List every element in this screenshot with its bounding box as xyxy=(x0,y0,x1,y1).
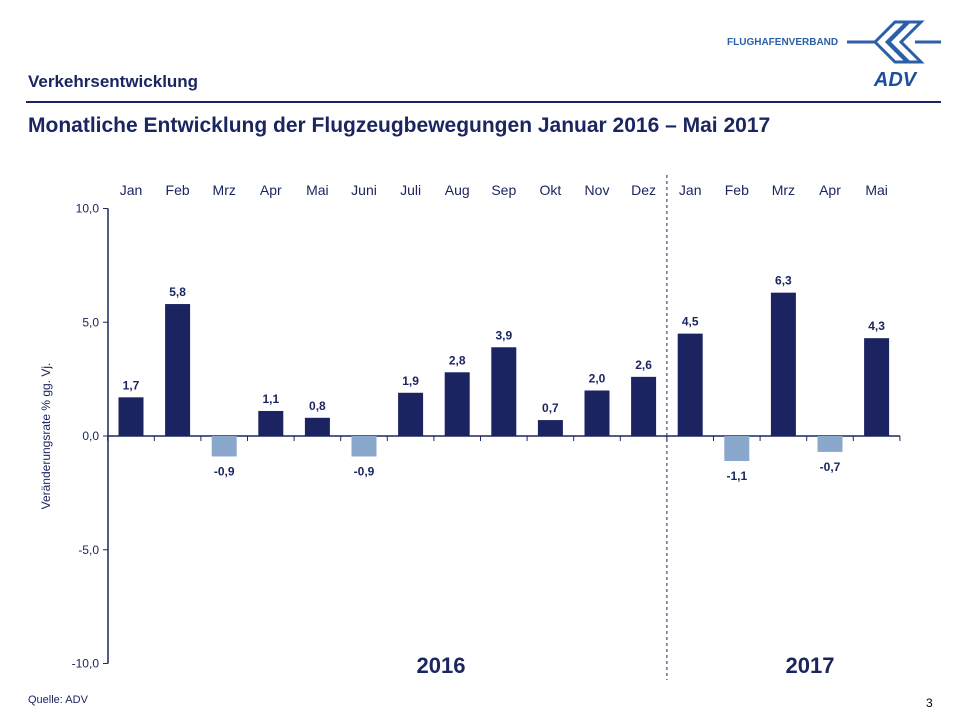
data-label: -0,9 xyxy=(214,464,235,478)
y-tick-label: 5,0 xyxy=(82,315,99,329)
data-label: 6,3 xyxy=(775,274,792,288)
month-label: Juli xyxy=(400,182,421,198)
bar xyxy=(118,397,144,436)
month-label: Feb xyxy=(725,182,749,198)
data-label: 1,7 xyxy=(123,378,140,392)
month-label: Okt xyxy=(540,182,562,198)
month-label: Feb xyxy=(166,182,190,198)
adv-logo: ADV xyxy=(847,20,941,90)
header-divider xyxy=(26,101,941,103)
bar xyxy=(444,372,470,436)
month-label: Jan xyxy=(679,182,702,198)
section-title: Verkehrsentwicklung xyxy=(28,72,199,91)
bar xyxy=(398,392,424,436)
month-label: Nov xyxy=(585,182,610,198)
month-label: Juni xyxy=(351,182,377,198)
y-axis-label: Veränderungsrate % gg. Vj. xyxy=(39,363,53,510)
year-label: 2017 xyxy=(786,653,835,678)
bar xyxy=(817,436,843,452)
data-label: 4,3 xyxy=(868,319,885,333)
month-label: Jan xyxy=(120,182,143,198)
bar xyxy=(584,390,610,436)
y-tick-label: -5,0 xyxy=(78,543,99,557)
svg-text:ADV: ADV xyxy=(873,69,918,90)
data-label: 0,7 xyxy=(542,401,559,415)
data-label: 2,8 xyxy=(449,353,466,367)
bar xyxy=(491,347,517,436)
month-label: Aug xyxy=(445,182,470,198)
bar xyxy=(631,376,657,436)
data-label: 1,1 xyxy=(262,392,279,406)
bar xyxy=(537,420,563,436)
month-label: Sep xyxy=(491,182,516,198)
data-label: -1,1 xyxy=(726,469,747,483)
month-label: Mrz xyxy=(772,182,795,198)
bar xyxy=(864,338,890,436)
data-label: 5,8 xyxy=(169,285,186,299)
month-label: Mrz xyxy=(213,182,236,198)
month-label: Dez xyxy=(631,182,656,198)
page-number: 3 xyxy=(926,696,933,710)
year-label: 2016 xyxy=(417,653,466,678)
bar xyxy=(211,436,237,457)
bar xyxy=(258,410,284,436)
bar xyxy=(677,333,703,436)
bar xyxy=(165,304,191,436)
data-label: 2,0 xyxy=(589,372,606,386)
data-label: 1,9 xyxy=(402,374,419,388)
bar xyxy=(724,436,750,462)
bar xyxy=(351,436,377,457)
bar xyxy=(304,417,330,436)
month-label: Apr xyxy=(819,182,841,198)
month-label: Mai xyxy=(865,182,888,198)
data-label: -0,7 xyxy=(820,460,841,474)
data-label: -0,9 xyxy=(354,464,375,478)
y-tick-label: -10,0 xyxy=(72,657,100,671)
data-label: 0,8 xyxy=(309,399,326,413)
y-tick-label: 0,0 xyxy=(82,429,99,443)
y-tick-label: 10,0 xyxy=(76,202,100,216)
page-title: Monatliche Entwicklung der Flugzeugbeweg… xyxy=(28,114,771,137)
month-label: Apr xyxy=(260,182,282,198)
data-label: 3,9 xyxy=(495,328,512,342)
data-label: 4,5 xyxy=(682,315,699,329)
brand-name: FLUGHAFENVERBAND xyxy=(727,37,839,48)
bar xyxy=(770,292,796,436)
source-note: Quelle: ADV xyxy=(28,694,88,706)
month-label: Mai xyxy=(306,182,329,198)
data-label: 2,6 xyxy=(635,358,652,372)
